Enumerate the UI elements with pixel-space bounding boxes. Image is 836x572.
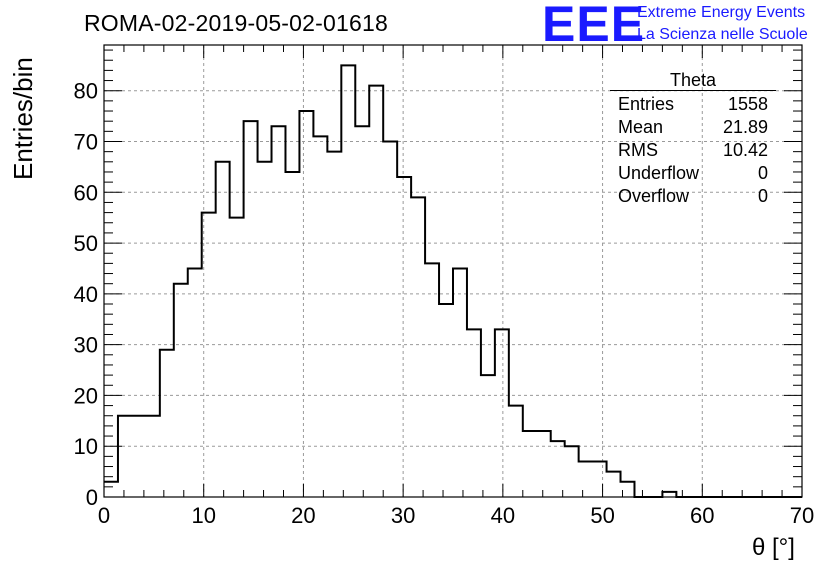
histogram-bin [565,446,579,497]
stats-value: 0 [757,163,768,183]
histogram-bin [160,350,174,497]
stats-value: 21.89 [722,117,768,137]
histogram-bin [467,329,481,497]
histogram-bin [244,121,258,497]
histogram-bin [272,126,286,497]
stats-label: Underflow [618,163,700,183]
histogram-bin [425,263,439,497]
histogram-bin [579,461,593,497]
histogram-bin [523,431,537,497]
stats-value: 0 [757,186,768,206]
y-tick-label: 60 [74,180,98,205]
stats-divider [610,90,776,91]
y-tick-label: 50 [74,231,98,256]
x-tick-label: 20 [291,503,315,528]
stats-row-entries: Entries 1558 [610,93,776,116]
x-tick-label: 40 [491,503,515,528]
stats-row-overflow: Overflow 0 [610,185,776,208]
stats-label: Overflow [618,186,690,206]
stats-label: RMS [618,140,658,160]
histogram-bin [495,329,509,497]
stats-value: 1558 [727,94,768,114]
stats-label: Entries [618,94,675,114]
x-axis-label: θ [°] [752,534,795,561]
histogram-bin [216,162,230,497]
logo-line-1: Extreme Energy Events [637,4,806,21]
stats-row-mean: Mean 21.89 [610,116,776,139]
histogram-bin [439,304,453,497]
x-tick-label: 30 [391,503,415,528]
histogram-bin [621,482,635,497]
histogram-bin [355,126,369,497]
histogram-bin [662,492,676,497]
stats-label: Mean [618,117,664,137]
logo-letters: EEE [542,0,646,52]
x-tick-label: 10 [191,503,215,528]
histogram-bin [104,482,118,497]
histogram-bin [509,406,523,497]
histogram-bin [285,172,299,497]
histogram-bin [383,141,397,497]
histogram-bin [202,213,216,497]
plot-frame [103,44,803,498]
histogram-bin [453,268,467,497]
histogram-bin [146,416,160,497]
histogram-bin [188,268,202,497]
stats-box: Theta Entries 1558 Mean 21.89 RMS 10.42 … [610,70,776,208]
histogram-series [104,64,802,498]
y-tick-label: 40 [74,282,98,307]
histogram-bin [551,441,565,497]
y-tick-label: 10 [74,434,98,459]
histogram-bin [607,472,621,497]
histogram-bin [118,416,132,497]
chart-title: ROMA-02-2019-05-02-01618 [84,10,388,36]
y-axis-label: Entries/bin [8,57,38,180]
eee-logo: EEE Extreme Energy Events La Scienza nel… [542,0,832,52]
histogram-bin [481,375,495,497]
y-tick-label: 30 [74,333,98,358]
histogram-bin [258,162,272,497]
x-tick-label: 50 [590,503,614,528]
histogram-bin [327,152,341,497]
stats-row-underflow: Underflow 0 [610,162,776,185]
x-tick-label: 60 [690,503,714,528]
histogram-bin [132,416,146,497]
x-tick-label: 0 [98,503,110,528]
histogram-bin [230,218,244,497]
histogram-bin [299,111,313,497]
x-tick-label: 70 [790,503,814,528]
y-tick-label: 20 [74,383,98,408]
stats-row-rms: RMS 10.42 [610,139,776,162]
histogram-bin [593,461,607,497]
histogram-bin [313,136,327,497]
histogram-bin [174,284,188,497]
y-tick-label: 0 [86,485,98,510]
y-tick-label: 80 [74,79,98,104]
stats-value: 10.42 [722,140,768,160]
histogram-bin [397,177,411,497]
histogram-bin [369,86,383,497]
logo-line-2: La Scienza nelle Scuole [637,26,808,43]
stats-title: Theta [669,70,717,90]
histogram-bin [341,65,355,497]
histogram-bin [537,431,551,497]
histogram-bin [411,197,425,497]
y-tick-label: 70 [74,129,98,154]
